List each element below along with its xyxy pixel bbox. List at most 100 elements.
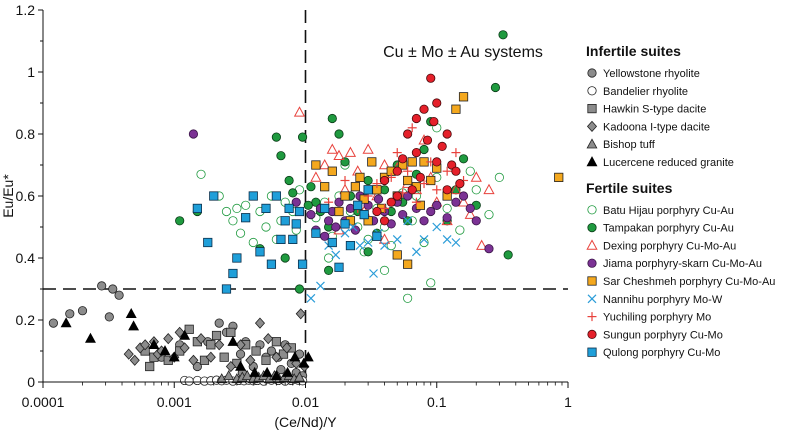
reference-lines bbox=[43, 10, 568, 382]
legend-item: Dexing porphyry Cu-Mo-Au bbox=[586, 239, 736, 252]
data-point bbox=[223, 369, 235, 381]
data-point bbox=[168, 351, 180, 362]
data-point bbox=[379, 265, 390, 275]
data-point bbox=[60, 317, 72, 328]
data-point bbox=[271, 337, 281, 347]
data-point bbox=[298, 357, 310, 368]
data-point bbox=[392, 148, 402, 158]
data-point bbox=[104, 312, 114, 322]
x-axis-label: (Ce/Nd)/Y bbox=[274, 414, 337, 430]
data-point bbox=[219, 352, 229, 362]
legend-marker bbox=[587, 223, 597, 233]
data-point bbox=[48, 318, 58, 328]
data-point bbox=[319, 158, 331, 170]
data-point bbox=[214, 339, 225, 351]
data-point bbox=[426, 278, 436, 288]
data-point bbox=[359, 209, 369, 220]
data-point bbox=[369, 269, 378, 278]
data-point bbox=[306, 293, 316, 303]
data-point bbox=[403, 293, 413, 303]
data-point bbox=[163, 333, 174, 345]
data-point bbox=[422, 135, 433, 145]
data-point bbox=[403, 166, 413, 176]
legend-group-title: Fertile suites bbox=[586, 180, 673, 196]
data-point bbox=[293, 106, 306, 117]
data-point bbox=[498, 30, 508, 40]
data-point bbox=[226, 327, 236, 338]
data-point bbox=[125, 307, 137, 319]
data-point bbox=[464, 208, 476, 219]
data-point bbox=[65, 309, 75, 319]
data-point bbox=[261, 355, 271, 365]
data-point bbox=[327, 166, 337, 176]
data-point bbox=[419, 179, 429, 189]
series-2 bbox=[140, 324, 296, 372]
data-point bbox=[407, 185, 417, 195]
y-tick-label: 0 bbox=[27, 374, 35, 390]
data-point bbox=[255, 247, 265, 257]
data-point bbox=[392, 191, 402, 201]
data-point bbox=[175, 216, 185, 226]
legend-label: Yuchiling porphyry Mo bbox=[603, 312, 711, 324]
data-point bbox=[227, 335, 239, 346]
data-point bbox=[148, 338, 160, 350]
data-point bbox=[419, 144, 429, 155]
legend-item: Lucercene reduced granite bbox=[586, 156, 734, 169]
legend-label: Yellowstone rhyolite bbox=[603, 68, 700, 80]
data-point bbox=[340, 157, 350, 167]
data-point bbox=[503, 250, 513, 260]
data-point bbox=[362, 143, 374, 154]
data-point bbox=[407, 157, 417, 167]
legend-marker bbox=[586, 138, 598, 149]
legend-item: Yuchiling porphyry Mo bbox=[587, 312, 711, 324]
data-point bbox=[398, 154, 408, 164]
data-point bbox=[327, 237, 337, 248]
data-point bbox=[211, 330, 222, 341]
data-point bbox=[386, 197, 396, 207]
data-point bbox=[271, 351, 282, 363]
data-point bbox=[379, 175, 390, 186]
data-point bbox=[442, 213, 452, 223]
legend-marker bbox=[587, 294, 597, 304]
data-point bbox=[457, 196, 470, 207]
data-point bbox=[179, 342, 190, 354]
data-point bbox=[282, 366, 294, 377]
legend-label: Kadoona I-type dacite bbox=[603, 121, 710, 133]
data-point bbox=[392, 234, 402, 244]
data-point bbox=[280, 253, 290, 263]
data-point bbox=[235, 360, 247, 371]
data-point bbox=[228, 268, 238, 279]
data-point bbox=[465, 203, 475, 213]
data-point bbox=[442, 203, 452, 213]
data-point bbox=[261, 203, 271, 213]
data-point bbox=[334, 129, 344, 139]
data-point bbox=[334, 206, 344, 217]
legend-label: Nannihu porphyry Mo-W bbox=[603, 294, 723, 306]
data-point bbox=[411, 113, 422, 124]
data-point bbox=[331, 222, 341, 232]
data-point bbox=[203, 237, 213, 248]
legend: Infertile suites Yellowstone rhyolite Band… bbox=[586, 43, 775, 359]
data-point bbox=[471, 216, 481, 226]
data-point bbox=[432, 200, 442, 210]
data-point bbox=[271, 132, 281, 142]
data-point bbox=[291, 197, 301, 207]
data-point bbox=[447, 160, 457, 170]
legend-item: Bishop tuff bbox=[586, 138, 656, 151]
data-point bbox=[386, 172, 396, 182]
data-point bbox=[363, 238, 373, 247]
data-point bbox=[302, 351, 314, 362]
data-point bbox=[145, 361, 155, 372]
data-point bbox=[411, 197, 421, 207]
legend-group-title: Infertile suites bbox=[586, 43, 681, 59]
data-point bbox=[490, 82, 501, 93]
data-point bbox=[311, 197, 321, 207]
data-point bbox=[348, 222, 358, 232]
data-point bbox=[276, 234, 286, 244]
data-point bbox=[429, 117, 439, 127]
data-point bbox=[278, 349, 289, 359]
data-point bbox=[284, 203, 294, 213]
data-point bbox=[451, 104, 461, 114]
legend-label: Bandelier rhyolite bbox=[603, 86, 688, 98]
data-point bbox=[225, 360, 236, 373]
